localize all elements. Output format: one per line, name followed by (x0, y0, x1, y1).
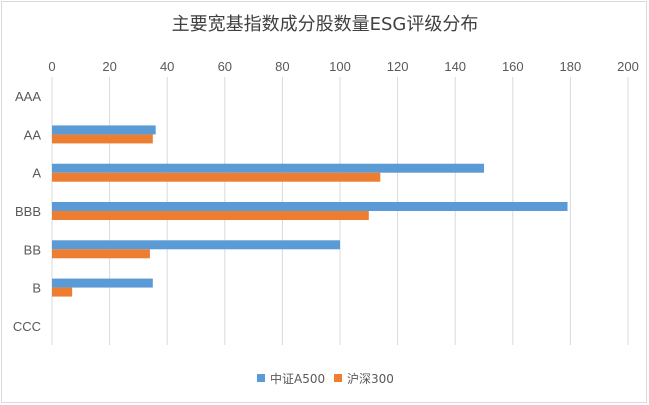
bar-csi-a500-aa (52, 125, 156, 135)
category-label-ccc: CCC (13, 319, 41, 334)
bar-csi-a500-b (52, 278, 153, 288)
x-tick-label: 0 (48, 59, 55, 74)
bar-csi-300-a (52, 172, 381, 182)
category-label-a: A (32, 166, 41, 181)
category-label-aaa: AAA (15, 89, 41, 104)
x-tick-label: 80 (275, 59, 289, 74)
bar-csi-a500-bb (52, 240, 340, 250)
bar-csi-300-bb (52, 249, 150, 259)
x-tick-label: 140 (444, 59, 466, 74)
legend-label-csi-a500: 中证A500 (270, 371, 325, 386)
x-tick-label: 100 (329, 59, 351, 74)
bar-csi-300-bbb (52, 211, 369, 220)
legend: 中证A500 沪深300 (257, 371, 394, 386)
bar-csi-300-aa (52, 134, 153, 144)
x-tick-label: 20 (102, 59, 116, 74)
x-tick-labels: 0 20 40 60 80 100 120 140 160 180 200 (48, 59, 638, 74)
legend-swatch-csi-a500 (257, 374, 265, 382)
x-tick-label: 160 (502, 59, 524, 74)
x-tick-label: 180 (560, 59, 582, 74)
bars (52, 125, 568, 297)
bar-csi-a500-bbb (52, 202, 568, 211)
x-tick-label: 60 (218, 59, 232, 74)
category-label-bb: BB (24, 242, 41, 257)
category-label-aa: AA (24, 127, 42, 142)
legend-label-csi-300: 沪深300 (347, 372, 394, 386)
chart-title: 主要宽基指数成分股数量ESG评级分布 (172, 14, 479, 35)
bar-csi-a500-a (52, 163, 484, 173)
x-tick-label: 200 (617, 59, 639, 74)
legend-swatch-csi-300 (334, 374, 342, 382)
category-label-bbb: BBB (15, 204, 41, 219)
x-tick-label: 120 (387, 59, 409, 74)
x-tick-label: 40 (160, 59, 174, 74)
bar-csi-300-b (52, 287, 73, 297)
category-label-b: B (32, 281, 41, 296)
